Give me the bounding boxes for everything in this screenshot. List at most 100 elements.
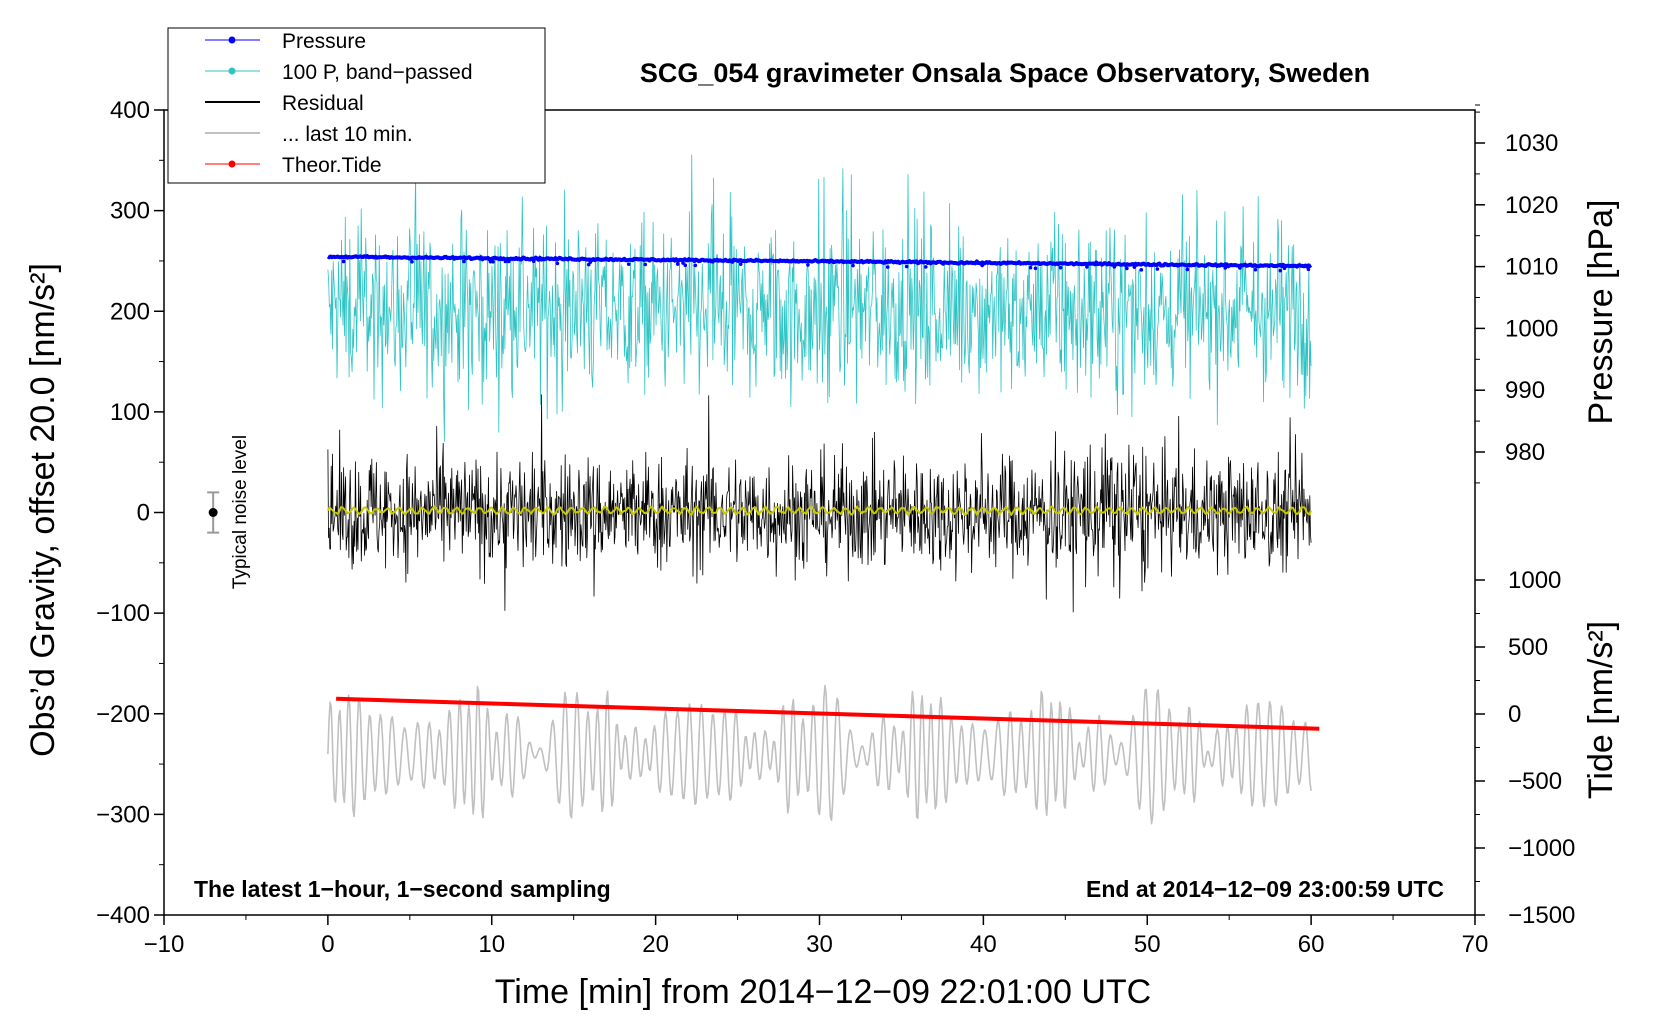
pressure-point — [904, 264, 909, 269]
pressure-tick-label: 980 — [1505, 439, 1545, 466]
pressure-point — [462, 259, 466, 264]
y-tick-label: 100 — [110, 399, 150, 426]
legend-item-band-passed: 100 P, band−passed — [205, 61, 473, 84]
pressure-point — [531, 259, 536, 264]
tide-tick-label: 0 — [1508, 701, 1521, 728]
series-theor-tide — [336, 696, 1320, 731]
legend-label-theor-tide: Theor.Tide — [282, 154, 382, 177]
pressure-point — [1278, 268, 1283, 273]
pressure-point — [806, 263, 810, 267]
chart-title: SCG_054 gravimeter Onsala Space Observat… — [640, 58, 1370, 88]
x-tick-label: −10 — [144, 931, 185, 958]
series-residual — [327, 394, 1312, 613]
noise-level-indicator: Typical noise level — [207, 435, 251, 589]
pressure-point — [643, 262, 648, 267]
y-tick-label: −400 — [96, 902, 150, 929]
y-tick-label: −100 — [96, 600, 150, 627]
legend-label-band-passed: 100 P, band−passed — [282, 61, 473, 84]
y-tick-label: 0 — [137, 500, 150, 527]
pressure-point — [1112, 265, 1117, 269]
x-tick-label: 70 — [1462, 931, 1489, 958]
tide-tick-label: 500 — [1508, 634, 1548, 661]
pressure-point — [1058, 265, 1063, 270]
pressure-point — [1033, 266, 1038, 271]
x-tick-label: 20 — [642, 931, 669, 958]
series-pressure — [326, 254, 1313, 269]
noise-level-dot — [208, 508, 218, 517]
x-tick-label: 0 — [321, 931, 334, 958]
annotation-sampling: The latest 1−hour, 1−second sampling — [194, 876, 611, 902]
x-tick-label: 60 — [1298, 931, 1325, 958]
pressure-point — [675, 262, 680, 266]
annotation-end-time: End at 2014−12−09 23:00:59 UTC — [1086, 876, 1444, 902]
pressure-point — [1306, 267, 1311, 272]
y-axis-label-left: Obs’d Gravity, offset 20.0 [nm/s²] — [24, 263, 62, 757]
pressure-point — [683, 263, 688, 268]
legend-label-pressure: Pressure — [282, 30, 366, 53]
pressure-point — [503, 259, 508, 264]
pressure-point — [410, 259, 414, 264]
pressure-tick-label: 1020 — [1505, 192, 1558, 219]
pressure-point — [1223, 266, 1228, 270]
x-axis-label: Time [min] from 2014−12−09 22:01:00 UTC — [495, 973, 1151, 1011]
series-last-10-min — [327, 684, 1312, 825]
x-tick-label: 50 — [1134, 931, 1161, 958]
pressure-point — [588, 260, 593, 264]
pressure-point — [1238, 266, 1242, 270]
legend-item-residual: Residual — [205, 92, 364, 115]
legend-item-theor-tide: Theor.Tide — [205, 154, 382, 177]
tide-tick-label: −1000 — [1508, 835, 1575, 862]
pressure-point — [341, 259, 346, 264]
pressure-point — [1085, 265, 1089, 269]
y-tick-label: −300 — [96, 801, 150, 828]
pressure-point — [1155, 267, 1160, 271]
pressure-tick-label: 1000 — [1505, 315, 1558, 342]
axes-layer: −10 0 10 20 30 40 50 60 704003002001000−100−200−… — [96, 97, 1575, 958]
pressure-point — [693, 263, 698, 268]
pressure-point — [1125, 266, 1129, 271]
y-tick-label: 300 — [110, 198, 150, 225]
legend-label-last-10-min: ... last 10 min. — [282, 123, 413, 146]
tide-tick-label: −1500 — [1508, 902, 1575, 929]
legend-box — [167, 27, 546, 184]
series-layer — [326, 154, 1320, 825]
pressure-tick-label: 1010 — [1505, 254, 1558, 281]
y-tick-label: −200 — [96, 701, 150, 728]
noise-level-label: Typical noise level — [230, 435, 251, 589]
y-tick-label: 200 — [110, 298, 150, 325]
pressure-point — [738, 262, 743, 267]
pressure-point — [555, 261, 560, 266]
pressure-point — [681, 261, 685, 265]
series-band-passed — [327, 154, 1312, 442]
pressure-point — [1282, 266, 1287, 271]
pressure-point — [1253, 267, 1258, 272]
tide-tick-label: 1000 — [1508, 567, 1561, 594]
tide-tick-label: −500 — [1508, 768, 1562, 795]
pressure-point — [1132, 265, 1137, 269]
legend: Pressure 100 P, band−passed Residual ...… — [167, 27, 546, 184]
pressure-point — [885, 265, 890, 269]
x-tick-label: 40 — [970, 931, 997, 958]
pressure-point — [491, 259, 495, 264]
pressure-point — [851, 263, 855, 268]
x-tick-label: 10 — [478, 931, 505, 958]
pressure-point — [1139, 268, 1144, 272]
series-smoothed-residual — [326, 505, 1313, 516]
legend-item-last-10-min: ... last 10 min. — [205, 123, 413, 146]
legend-item-pressure: Pressure — [205, 30, 366, 53]
y-tick-label: 400 — [110, 97, 150, 124]
pressure-point — [506, 259, 511, 264]
pressure-tick-label: 1030 — [1505, 130, 1558, 157]
pressure-point — [924, 265, 928, 269]
pressure-tick-label: 990 — [1505, 377, 1545, 404]
pressure-point — [488, 259, 493, 264]
x-tick-label: 30 — [806, 931, 833, 958]
pressure-point — [1028, 265, 1033, 270]
tide-axis-label: Tide [nm/s²] — [1582, 621, 1620, 799]
pressure-axis-label: Pressure [hPa] — [1582, 200, 1620, 425]
pressure-point — [980, 263, 985, 268]
pressure-point — [1185, 267, 1190, 272]
pressure-point — [626, 262, 631, 266]
legend-label-residual: Residual — [282, 92, 364, 115]
